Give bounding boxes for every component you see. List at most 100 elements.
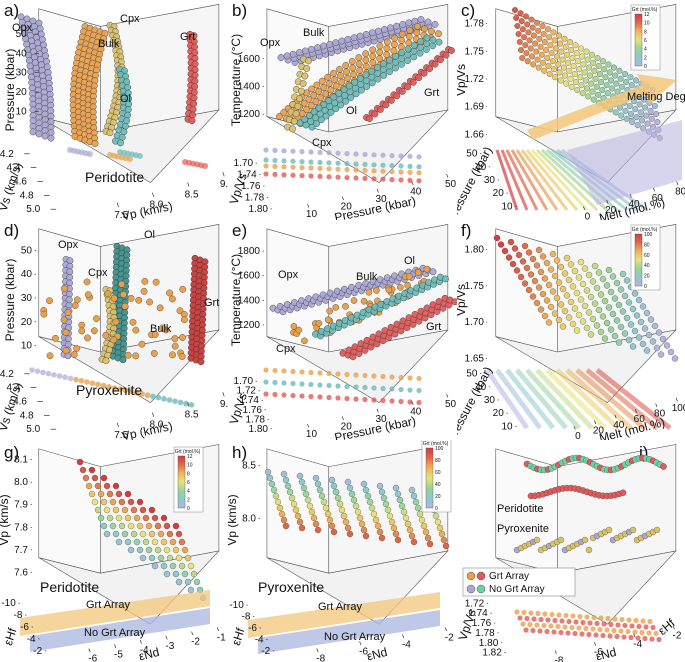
b-floor-point	[380, 162, 386, 168]
c-z-tick-label: 1.66	[465, 129, 485, 140]
h-point	[410, 538, 418, 546]
b-floor-point	[326, 166, 332, 172]
h-point	[390, 524, 398, 532]
c-surface-point	[581, 69, 588, 76]
h-point	[314, 526, 322, 534]
h-point	[308, 508, 316, 516]
c-surface-point	[516, 39, 523, 45]
d-y-tick-label: 4.4	[6, 383, 20, 394]
b-ol-point	[374, 64, 381, 71]
c-surface-point	[529, 53, 535, 60]
g-colorbar-bar	[177, 455, 186, 509]
b-bulk-point	[349, 64, 357, 72]
g-x-tick-mark	[216, 627, 219, 632]
b-grt-point	[431, 60, 439, 68]
e-cpx-label: Cpx	[276, 343, 296, 355]
b-bulk-point	[315, 87, 323, 95]
f-x-tick-label: 0	[575, 431, 581, 440]
f-surface-point	[609, 310, 617, 318]
a-cpx-point	[106, 129, 114, 137]
b-bulk-point	[332, 82, 340, 90]
i-pyroxenite-point	[581, 536, 589, 544]
e-floor-point	[335, 371, 341, 377]
c-y-tick-label: 40	[475, 162, 487, 173]
b-grt-point	[437, 56, 444, 63]
a-ol-point	[117, 139, 124, 147]
b-floor-point	[407, 163, 413, 169]
e-floor-point	[353, 384, 359, 390]
e-floor-point	[290, 380, 296, 387]
f-surface-point	[549, 288, 557, 295]
i-floor-point	[527, 621, 533, 628]
b-bulk-point	[322, 90, 330, 98]
i-floor-point	[625, 628, 631, 635]
b-bulk-point	[369, 59, 377, 66]
a-z-tick-label: 50	[16, 29, 28, 40]
c-surface-point	[569, 55, 576, 61]
d-bulk-point	[171, 342, 179, 350]
floor-pane	[266, 329, 449, 403]
d-x-tick-mark	[187, 402, 190, 407]
b-ol-point	[404, 45, 412, 53]
f-surface-point	[549, 250, 557, 258]
i-floor-point	[579, 631, 585, 637]
i-floor-point	[530, 627, 536, 634]
b-bulk-point	[348, 58, 356, 65]
f-surface-point	[635, 296, 643, 304]
f-floor-stripe	[575, 368, 646, 430]
g-z-tick-label: 8.0	[14, 477, 28, 488]
b-bulk-point	[344, 74, 351, 82]
b-z-tick-label: 1200	[238, 109, 261, 120]
g-point	[163, 522, 171, 530]
b-floor-point	[362, 151, 368, 157]
b-opx-point	[295, 49, 303, 56]
h-point	[394, 536, 402, 544]
h-point	[376, 528, 384, 536]
b-ol-point	[429, 36, 437, 44]
c-surface-point	[611, 64, 617, 71]
f-surface-point	[575, 274, 583, 281]
d-bulk-point	[78, 327, 86, 335]
f-surface-point	[553, 257, 561, 264]
f-surface-point	[547, 303, 555, 311]
i-floor-point	[628, 634, 634, 641]
f-surface-point	[589, 278, 597, 285]
h-x-tick-label: -8	[316, 654, 325, 662]
f-surface-point	[635, 334, 643, 341]
h-point	[366, 498, 374, 506]
h-y-tick-label: -10	[229, 600, 244, 611]
h-point	[264, 468, 272, 476]
b-zlabel: Temperature (°C)	[229, 34, 243, 126]
c-surface-point	[554, 53, 561, 60]
d-bulk-point	[171, 335, 179, 342]
h-point	[294, 512, 302, 520]
f-colorbar-tick: 100	[644, 232, 653, 238]
e-floor-point	[326, 370, 332, 377]
f-y-tick-label: 40	[475, 382, 487, 393]
h-point	[346, 484, 354, 492]
e-floor-point	[326, 394, 332, 401]
b-floor-point	[335, 166, 341, 172]
h-x-tick-mark	[444, 627, 447, 632]
h-point	[356, 514, 364, 522]
b-ol-point	[306, 112, 313, 119]
f-surface-point	[551, 272, 559, 280]
panel-f-label: f)	[461, 221, 471, 240]
f-surface-point	[625, 299, 633, 306]
c-surface-point	[552, 74, 559, 81]
c-surface-point	[517, 10, 524, 17]
f-surface-point	[565, 276, 573, 284]
c-surface-point	[591, 67, 598, 74]
g-point	[160, 514, 168, 522]
h-point	[418, 516, 426, 524]
f-surface-point	[533, 299, 541, 307]
f-floor-stripe	[595, 368, 672, 430]
e-x-tick-mark	[376, 408, 379, 413]
h-point	[372, 516, 380, 524]
panel-c: c)Melting DegreeGrt (mol.%)1210864201.78…	[457, 0, 685, 220]
g-point	[91, 498, 99, 506]
b-cpx-point	[299, 80, 307, 87]
g-z-tick-label: 7.6	[14, 567, 28, 578]
i-peridotite-point	[619, 489, 627, 496]
g-point	[166, 554, 174, 562]
